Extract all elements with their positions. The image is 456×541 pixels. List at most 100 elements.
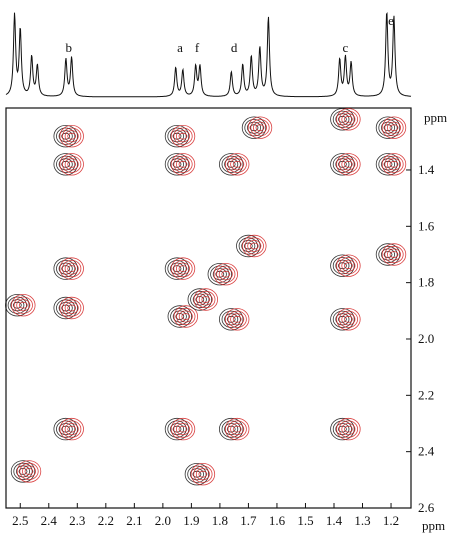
contour-red [64, 130, 79, 143]
contour-red [64, 262, 79, 275]
contour-red [62, 155, 82, 173]
cross-peak [5, 294, 36, 317]
peak-label-f: f [195, 40, 200, 55]
cross-peak [330, 153, 361, 176]
cross-peak [330, 108, 361, 131]
contour-black [15, 465, 30, 478]
contour-red [386, 158, 401, 171]
contour-red [196, 290, 216, 309]
contour-red [232, 160, 242, 168]
cross-peak [53, 417, 84, 441]
y-tick-label: 2.2 [418, 387, 434, 402]
contour-red [173, 259, 193, 278]
contour-red [230, 313, 245, 326]
contour-red [221, 270, 231, 278]
contour-red [341, 259, 356, 272]
contour-red [384, 119, 404, 137]
x-tick-label: 2.2 [98, 513, 114, 528]
contour-red [244, 237, 264, 255]
cross-peak [187, 288, 219, 311]
contour-red [338, 155, 358, 173]
cross-peak [53, 296, 84, 320]
y-tick-label: 2.6 [418, 500, 435, 515]
contour-red [19, 462, 39, 480]
contour-black [218, 308, 244, 331]
contour-red [173, 155, 193, 173]
contour-red [178, 310, 193, 323]
contour-black [241, 239, 256, 252]
cross-peak [375, 116, 407, 139]
cross-peak [167, 305, 199, 328]
contour-red [59, 124, 84, 148]
cross-peak [53, 257, 84, 280]
contour-red [175, 130, 190, 143]
contour-red [389, 124, 399, 132]
contour-red [193, 288, 219, 311]
contour-red [16, 299, 31, 312]
contour-red [59, 296, 84, 320]
contour-black [169, 130, 184, 143]
contour-black [332, 420, 352, 438]
contour-black [221, 310, 241, 328]
contour-red [230, 158, 245, 171]
contour-black [164, 124, 190, 148]
contour-red [173, 420, 193, 438]
x-tick-label: 1.8 [212, 513, 228, 528]
x-tick-label: 1.7 [240, 513, 257, 528]
x-tick-label: 2.3 [69, 513, 85, 528]
contour-red [181, 313, 191, 320]
contour-black [224, 313, 239, 326]
cross-peak [164, 257, 196, 280]
contour-black [378, 245, 398, 264]
contour-black [210, 265, 230, 283]
contour-red [62, 259, 82, 278]
contour-red [173, 127, 193, 145]
contour-red [341, 423, 356, 436]
contour-red [384, 245, 404, 264]
contour-black [375, 116, 401, 139]
contour-black [56, 127, 76, 145]
contour-red [343, 425, 353, 433]
y-tick-label: 1.6 [418, 218, 435, 233]
contour-red [227, 155, 247, 173]
contour-red [62, 299, 82, 317]
contour-black [167, 305, 193, 328]
contour-red [198, 293, 213, 306]
contour-black [375, 243, 401, 266]
contour-black [380, 158, 395, 171]
contour-red [336, 308, 361, 331]
cross-peak [164, 417, 196, 441]
x-tick-label: 1.6 [269, 513, 286, 528]
contour-red [67, 160, 77, 168]
contour-black [335, 113, 350, 126]
contour-black [335, 313, 350, 326]
projection-trace [5, 11, 412, 98]
contour-black [380, 121, 395, 134]
contour-red [336, 153, 361, 176]
contour-red [21, 465, 36, 478]
contour-red [178, 132, 188, 140]
contour-black [238, 237, 258, 255]
contour-red [343, 160, 353, 168]
cross-peak [164, 124, 196, 148]
x-tick-label: 1.2 [383, 513, 399, 528]
contour-red [224, 153, 250, 176]
cross-peak [375, 243, 407, 266]
cross-peak [207, 263, 239, 286]
contour-black [58, 301, 73, 314]
contour-red [175, 158, 190, 171]
contour-red [170, 124, 196, 148]
contour-red [62, 420, 82, 438]
contour-red [242, 234, 267, 258]
cross-peak [330, 308, 361, 331]
projection-spectrum [5, 11, 412, 98]
contour-black [53, 153, 78, 176]
contour-black [58, 262, 73, 275]
contour-black [164, 417, 190, 441]
y-tick-label: 1.4 [418, 162, 435, 177]
peak-label-a: a [177, 40, 183, 55]
contour-red [343, 115, 353, 123]
contour-red [250, 119, 270, 137]
contour-red [381, 243, 407, 266]
